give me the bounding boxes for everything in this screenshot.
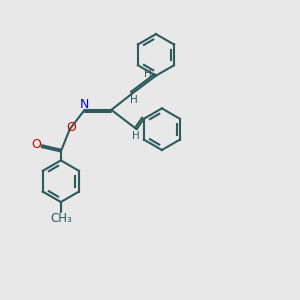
Text: O: O [66,121,76,134]
Text: H: H [144,69,152,79]
Text: O: O [31,138,41,151]
Text: N: N [80,98,89,111]
Text: CH₃: CH₃ [50,212,72,226]
Text: H: H [132,131,140,141]
Text: H: H [130,95,137,105]
